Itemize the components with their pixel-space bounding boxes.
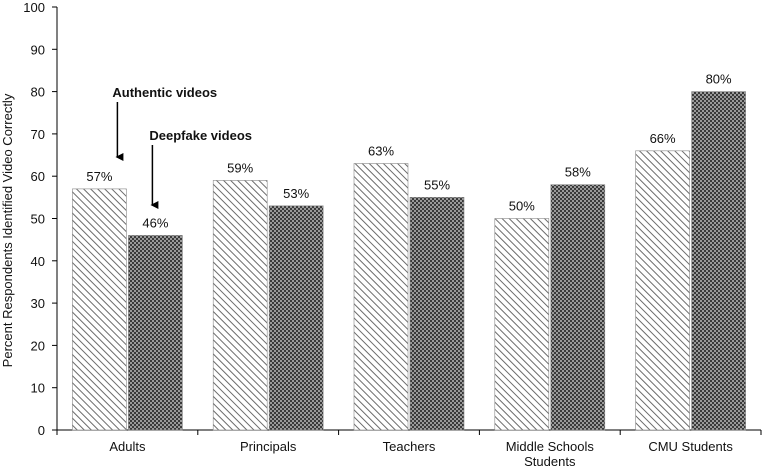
bar: [494, 218, 550, 431]
bar: [691, 91, 746, 431]
category-label: Principals: [240, 439, 297, 454]
category-label-line: Students: [524, 454, 576, 469]
data-label: 80%: [706, 72, 732, 87]
category-label-line: Principals: [240, 439, 297, 454]
data-label: 50%: [509, 199, 535, 214]
category-label: CMU Students: [648, 439, 733, 454]
data-label: 55%: [424, 177, 450, 192]
y-tick-label: 60: [31, 169, 45, 184]
category-label-line: Middle Schools: [506, 439, 595, 454]
category-label: Middle Schools Students: [506, 439, 595, 469]
y-tick-label: 40: [31, 254, 45, 269]
bar: [128, 235, 183, 431]
bar: [353, 163, 409, 431]
data-label: 53%: [283, 186, 309, 201]
bar: [268, 205, 324, 431]
y-tick-label: 20: [31, 338, 45, 353]
y-tick-label: 10: [31, 381, 45, 396]
y-tick-label: 80: [31, 85, 45, 100]
data-label: 63%: [368, 144, 394, 159]
data-label: 58%: [565, 165, 591, 180]
category-label-line: Adults: [109, 439, 146, 454]
bar: [635, 150, 690, 431]
bar: [409, 197, 465, 431]
y-tick-label: 70: [31, 127, 45, 142]
y-axis-title: Percent Respondents Identified Video Cor…: [0, 93, 15, 367]
y-tick-label: 30: [31, 296, 45, 311]
y-tick-label: 50: [31, 212, 45, 227]
category-label: Adults: [109, 439, 146, 454]
bar: [550, 184, 606, 431]
data-label: 57%: [86, 169, 112, 184]
y-tick-label: 90: [31, 42, 45, 57]
data-label: 46%: [142, 215, 168, 230]
category-label: Teachers: [383, 439, 436, 454]
bar: [72, 188, 127, 431]
annotation-label: Deepfake videos: [149, 128, 252, 143]
y-tick-label: 100: [23, 0, 45, 15]
category-label-line: Teachers: [383, 439, 436, 454]
y-tick-label: 0: [38, 423, 45, 438]
category-label-line: CMU Students: [648, 439, 733, 454]
data-label: 59%: [227, 160, 253, 175]
data-label: 66%: [650, 131, 676, 146]
annotation-label: Authentic videos: [112, 85, 217, 100]
bar: [212, 180, 268, 431]
